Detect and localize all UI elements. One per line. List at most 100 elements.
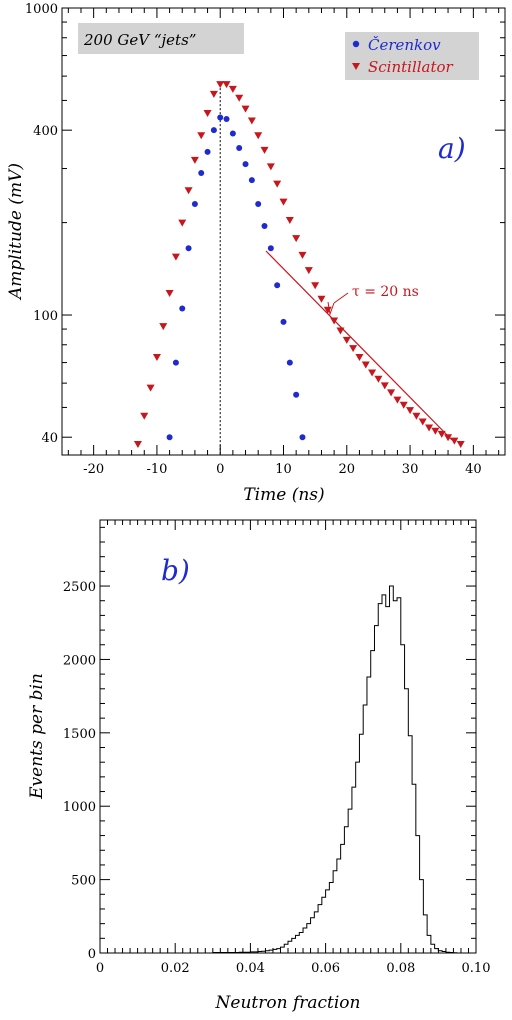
- scintillator-point: [425, 424, 434, 432]
- panel-a-x-tick-label: 30: [402, 462, 419, 477]
- scintillator-point: [140, 412, 149, 420]
- scintillator-point: [336, 327, 345, 335]
- scintillator-point: [190, 156, 199, 164]
- scintillator-point: [209, 90, 218, 98]
- panel-b-x-tick-label: 0.04: [236, 961, 265, 976]
- panel-b-y-axis-label: Events per bin: [27, 673, 47, 800]
- panel-a-y-tick-label: 1000: [25, 2, 58, 17]
- panel-a-x-axis-label: Time (ns): [243, 485, 324, 505]
- scintillator-point: [171, 253, 180, 261]
- cerenkov-point: [261, 222, 268, 229]
- panel-a-y-tick-label: 100: [33, 309, 58, 324]
- cerenkov-point: [248, 177, 255, 184]
- annotation-box-text: 200 GeV “jets”: [83, 31, 196, 49]
- cerenkov-point: [242, 161, 249, 168]
- scintillator-point: [311, 282, 320, 290]
- scintillator-point: [456, 441, 465, 449]
- scintillator-point: [241, 105, 250, 113]
- legend-label-cerenkov: Čerenkov: [368, 35, 441, 54]
- panel-a-x-tick-label: 40: [465, 462, 482, 477]
- scintillator-point: [222, 81, 231, 89]
- panel-b-y-tick-label: 2500: [63, 580, 96, 595]
- legend-label-scintillator: Scintillator: [368, 58, 454, 76]
- scintillator-point: [368, 369, 377, 377]
- scintillator-point: [292, 235, 301, 243]
- scintillator-point: [406, 407, 415, 415]
- scintillator-point: [330, 317, 339, 325]
- panel-a-label: a): [438, 132, 466, 165]
- panel-b-y-tick-label: 0: [88, 947, 96, 962]
- scintillator-point: [152, 353, 161, 361]
- scintillator-point: [380, 382, 389, 390]
- scintillator-point: [418, 418, 427, 426]
- panel-a-x-tick-label: 0: [216, 462, 224, 477]
- cerenkov-point: [172, 359, 179, 366]
- scintillator-point: [279, 198, 288, 206]
- cerenkov-point: [198, 170, 205, 177]
- scintillator-point: [260, 146, 269, 154]
- cerenkov-point: [166, 434, 173, 441]
- panel-b-x-tick-label: 0.08: [386, 961, 415, 976]
- scintillator-point: [387, 389, 396, 397]
- scintillator-point: [399, 401, 408, 409]
- panel-a-x-tick-label: 20: [339, 462, 356, 477]
- scintillator-point: [165, 289, 174, 297]
- legend-marker-cerenkov: [352, 40, 360, 48]
- panel-b-x-tick-label: 0.02: [161, 961, 190, 976]
- decay-fit-leader-line: [333, 292, 349, 304]
- panel-a-points: [133, 81, 465, 449]
- scintillator-point: [361, 361, 370, 369]
- scintillator-point: [146, 384, 155, 392]
- panel-b-x-axis-label: Neutron fraction: [215, 993, 361, 1013]
- panel-a-ticks: -20 -10 0 10 20 30 40 40 100 400 1000: [25, 2, 505, 477]
- scintillator-point: [444, 434, 453, 442]
- scintillator-point: [355, 353, 364, 361]
- scintillator-point: [437, 430, 446, 438]
- panel-b-x-tick-label: 0.06: [311, 961, 340, 976]
- panel-a-x-tick-label: 10: [275, 462, 292, 477]
- annotation-box: [78, 23, 244, 54]
- panel-b-ticks: 0 0.02 0.04 0.06 0.08 0.10 0 500 1000 1500 2000 250…: [63, 520, 490, 976]
- scintillator-point: [349, 345, 358, 353]
- cerenkov-point: [191, 200, 198, 207]
- cerenkov-point: [255, 200, 262, 207]
- decay-fit-line: [265, 250, 453, 441]
- scintillator-point: [285, 216, 294, 224]
- decay-fit-angle-mark: [327, 301, 335, 316]
- cerenkov-point: [236, 144, 243, 151]
- cerenkov-point: [280, 318, 287, 325]
- scintillator-point: [374, 375, 383, 383]
- scintillator-point: [133, 441, 142, 449]
- scintillator-point: [178, 219, 187, 227]
- cerenkov-point: [179, 305, 186, 312]
- scintillator-point: [412, 412, 421, 420]
- scintillator-point: [216, 81, 225, 89]
- cerenkov-point: [210, 127, 217, 134]
- scintillator-point: [450, 437, 459, 445]
- panel-a-chart: -20 -10 0 10 20 30 40 40 100 400 1000 τ = 20 ns 20…: [6, 2, 506, 505]
- panel-b-y-tick-label: 1500: [63, 727, 96, 742]
- scintillator-point: [273, 180, 282, 188]
- legend-box: [345, 32, 479, 80]
- scintillator-point: [184, 187, 193, 195]
- panel-b-y-tick-label: 2000: [63, 653, 96, 668]
- panel-b-y-tick-label: 1000: [63, 800, 96, 815]
- panel-b-y-tick-label: 500: [71, 874, 96, 889]
- panel-b-frame: [99, 519, 477, 954]
- scintillator-point: [323, 306, 332, 314]
- scintillator-point: [342, 336, 351, 344]
- panel-a-y-tick-label: 40: [41, 431, 58, 446]
- scintillator-point: [298, 251, 307, 259]
- legend-marker-scintillator: [352, 63, 360, 70]
- scintillator-point: [304, 267, 313, 275]
- scintillator-point: [197, 132, 206, 140]
- histogram-outline: [212, 585, 458, 954]
- cerenkov-point: [274, 282, 281, 289]
- scintillator-point: [317, 295, 326, 303]
- scintillator-point: [266, 163, 275, 171]
- panel-a-y-tick-label: 400: [33, 124, 58, 139]
- panel-b-x-tick-label: 0: [96, 961, 104, 976]
- scintillator-point: [159, 323, 168, 331]
- cerenkov-point: [204, 148, 211, 155]
